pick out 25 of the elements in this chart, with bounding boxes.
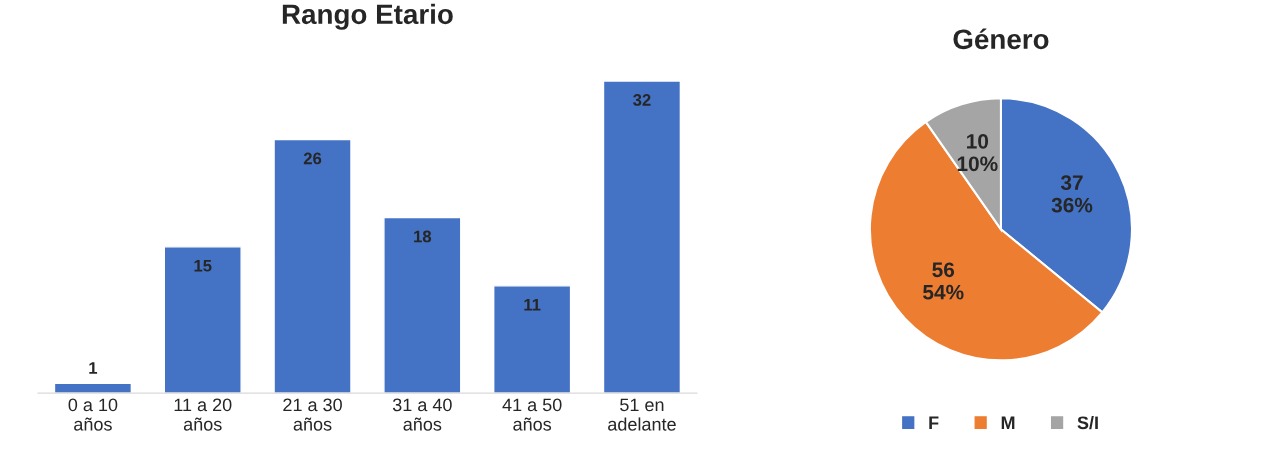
bar <box>163 246 242 394</box>
data-label: 32 <box>633 94 651 106</box>
x-tick-label: 21 a 30 años <box>283 398 342 431</box>
chart-title: Género <box>953 28 1049 50</box>
legend-label: F <box>929 416 939 430</box>
data-label: 56 54% <box>923 262 964 300</box>
data-label: 10 10% <box>957 133 998 172</box>
bar <box>493 285 572 394</box>
data-label: 15 <box>194 259 212 272</box>
bar <box>383 216 462 394</box>
data-label: 18 <box>414 230 432 243</box>
chart-title: Rango Etario <box>282 3 453 30</box>
data-label: 37 36% <box>1051 175 1093 213</box>
bar <box>273 138 352 394</box>
data-label: 26 <box>303 152 322 165</box>
data-label: 11 <box>524 298 541 311</box>
legend-label: S/I <box>1077 415 1098 430</box>
data-label: 1 <box>89 362 98 374</box>
x-tick-label: 11 a 20 años <box>174 398 232 431</box>
legend-label: M <box>1001 416 1015 430</box>
x-tick-label: 0 a 10 años <box>68 398 118 431</box>
x-tick-label: 51 en adelante <box>608 398 676 431</box>
x-tick-label: 31 a 40 años <box>392 398 452 431</box>
x-tick-label: 41 a 50 años <box>502 398 562 431</box>
bar <box>602 80 682 394</box>
